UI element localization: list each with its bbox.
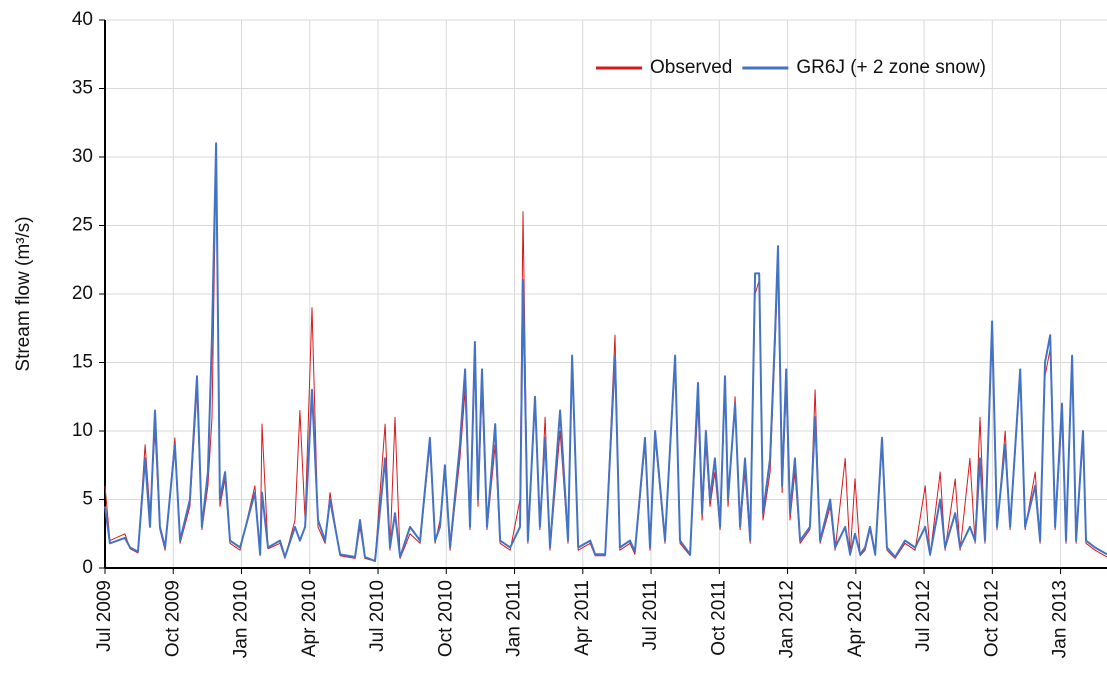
x-tick-label: Oct 2010 <box>435 580 456 657</box>
y-tick-label: 0 <box>82 557 93 578</box>
y-tick-label: 25 <box>72 215 93 236</box>
x-tick-label: Jul 2012 <box>913 580 934 652</box>
series-line <box>104 142 1107 563</box>
x-tick-label: Apr 2011 <box>572 580 593 656</box>
x-tick-label: Jan 2010 <box>231 580 252 658</box>
legend-label: GR6J (+ 2 zone snow) <box>796 57 986 78</box>
x-tick-label: Oct 2009 <box>162 580 183 657</box>
y-tick-label: 30 <box>72 146 93 167</box>
y-axis-label: Stream flow (m³/s) <box>13 216 34 371</box>
y-tick-label: 5 <box>82 489 93 510</box>
y-tick-label: 15 <box>72 352 93 373</box>
y-tick-label: 10 <box>72 420 93 441</box>
y-tick-label: 35 <box>72 78 93 99</box>
x-tick-label: Jul 2009 <box>94 580 115 652</box>
x-tick-label: Apr 2010 <box>299 580 320 657</box>
x-tick-label: Jan 2013 <box>1050 580 1071 658</box>
x-tick-label: Jan 2011 <box>504 580 525 657</box>
x-tick-label: Jul 2010 <box>367 580 388 652</box>
x-tick-label: Apr 2012 <box>845 580 866 657</box>
x-tick-label: Jul 2011 <box>640 580 661 650</box>
series-line <box>104 156 1107 562</box>
legend-label: Observed <box>650 57 732 78</box>
x-tick-label: Oct 2011 <box>708 580 729 656</box>
y-tick-label: 20 <box>72 283 93 304</box>
x-tick-label: Oct 2012 <box>981 580 1002 657</box>
x-tick-label: Jan 2012 <box>777 580 798 658</box>
y-tick-label: 40 <box>72 9 93 30</box>
